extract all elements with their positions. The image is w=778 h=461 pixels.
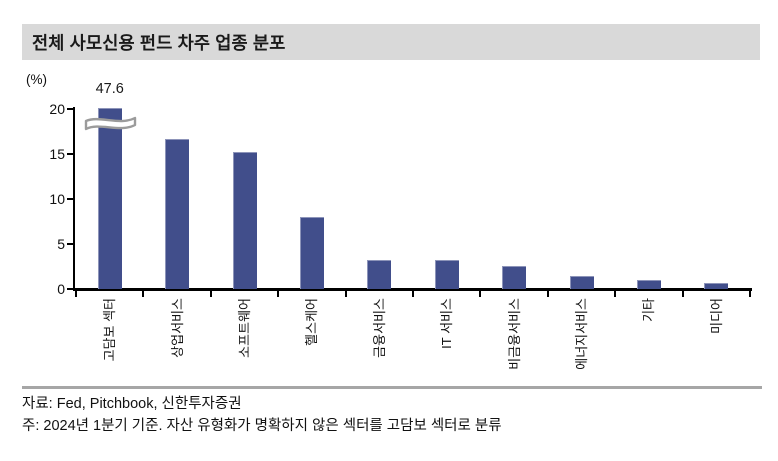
category-label: 금융서비스 (371, 298, 387, 358)
y-tick-label: 5 (57, 236, 65, 252)
y-tick (67, 153, 73, 155)
y-tick (67, 243, 73, 245)
category-label: 소프트웨어 (237, 298, 252, 358)
bar (232, 152, 257, 289)
bar (704, 282, 729, 289)
bar-chart: (%) 0 5 10 15 20 47.6 고담보 섹터 상업서비스 소프트웨어 헬스케어 금융서비… (0, 60, 778, 390)
bar (367, 260, 392, 289)
y-tick-label: 15 (49, 146, 65, 162)
chart-title: 전체 사모신용 펀드 차주 업종 분포 (22, 24, 760, 60)
y-tick-label: 0 (57, 281, 65, 297)
bar (434, 260, 459, 289)
x-axis (73, 288, 752, 291)
category-label: 비금융서비스 (506, 298, 522, 370)
x-tick (412, 290, 414, 297)
source-note: 자료: Fed, Pitchbook, 신한투자증권 (22, 396, 242, 412)
bar (165, 138, 190, 289)
y-tick (67, 288, 73, 290)
y-tick-label: 20 (49, 101, 65, 117)
x-tick (75, 290, 77, 297)
category-label: 헬스케어 (304, 298, 320, 346)
y-axis (73, 107, 75, 291)
x-tick (749, 290, 751, 297)
x-tick (344, 290, 347, 297)
footer-divider (22, 386, 762, 389)
bar (299, 217, 324, 289)
category-label: IT 서비스 (439, 298, 455, 349)
category-label: 기타 (641, 298, 657, 322)
y-tick-label: 10 (49, 191, 65, 207)
y-tick (67, 198, 73, 200)
x-tick (479, 290, 482, 297)
category-label: 에너지서비스 (574, 298, 589, 370)
y-axis-unit-label: (%) (26, 72, 47, 87)
bar (502, 265, 527, 289)
bar (97, 107, 122, 289)
x-tick (277, 290, 280, 297)
bar-value-label: 47.6 (95, 80, 124, 97)
x-tick (142, 290, 145, 297)
x-tick (614, 290, 617, 297)
bar (636, 280, 661, 289)
category-label: 상업서비스 (169, 298, 185, 358)
category-label: 미디어 (708, 298, 724, 334)
x-tick (681, 290, 684, 297)
x-tick (546, 290, 549, 297)
y-tick (67, 108, 73, 110)
basis-note: 주: 2024년 1분기 기준. 자산 유형화가 명확하지 않은 섹터를 고담보… (22, 418, 502, 434)
category-label: 고담보 섹터 (102, 298, 118, 362)
x-tick (209, 290, 212, 297)
bar (569, 275, 594, 289)
